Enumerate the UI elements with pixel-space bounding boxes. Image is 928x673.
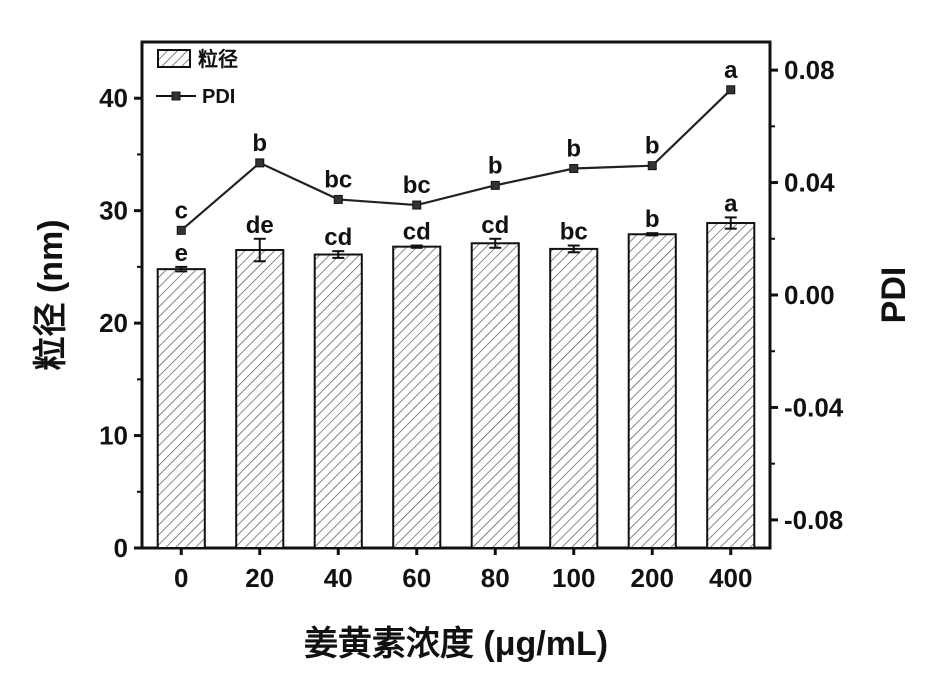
pdi-sig-label-200: b — [645, 133, 660, 160]
pdi-line-series — [176, 85, 736, 235]
pdi-line — [180, 88, 732, 232]
pdi-point-400 — [726, 85, 736, 95]
x-tick-label-100: 100 — [552, 563, 595, 593]
bar-sig-label-0: e — [175, 240, 188, 267]
bar-20 — [235, 249, 285, 549]
pdi-point-40 — [333, 194, 343, 204]
right-tick-label: 0.00 — [784, 280, 835, 310]
x-axis-title: 姜黄素浓度 (μg/mL) — [304, 625, 608, 663]
error-bar-20 — [253, 237, 266, 263]
bar-40 — [313, 253, 363, 550]
bar-sig-label-200: b — [645, 206, 660, 233]
legend-line-marker — [171, 91, 181, 101]
bar-80 — [470, 242, 520, 550]
bar-sig-label-80: cd — [481, 212, 509, 239]
right-y-axis: -0.08 -0.04 0.00 0.04 0.08 — [770, 55, 844, 535]
pdi-point-80 — [490, 180, 500, 190]
pdi-sig-label-100: b — [566, 136, 581, 163]
pdi-point-0 — [176, 225, 186, 235]
bar-0 — [156, 268, 206, 549]
bar-series — [156, 222, 756, 550]
y-axis-title: 粒径 (nm) — [32, 219, 70, 370]
x-tick-label-200: 200 — [631, 563, 674, 593]
bar-400 — [706, 222, 756, 549]
left-tick-label: 0 — [114, 533, 128, 563]
left-tick-label: 10 — [99, 421, 128, 451]
pdi-sig-label-60: bc — [403, 172, 431, 199]
legend-line-label: PDI — [202, 86, 235, 108]
legend: 粒径 PDI — [156, 47, 238, 108]
error-bars — [175, 216, 737, 273]
error-bar-80 — [489, 237, 502, 249]
right-tick-label: -0.04 — [784, 392, 844, 422]
right-tick-label: -0.08 — [784, 505, 843, 535]
left-tick-label: 20 — [99, 308, 128, 338]
legend-bar-swatch — [157, 49, 191, 68]
bar-sig-label-20: de — [246, 212, 274, 239]
bar-sig-label-400: a — [724, 190, 738, 217]
bar-60 — [392, 245, 442, 549]
pdi-point-100 — [569, 164, 579, 173]
pdi-sig-label-80: b — [488, 152, 503, 179]
error-bar-0 — [175, 265, 188, 273]
x-axis: 0 20 40 60 80 100 200 400 — [174, 548, 752, 593]
error-bar-40 — [332, 250, 345, 259]
error-bar-400 — [724, 216, 737, 230]
error-bar-100 — [567, 244, 580, 254]
x-tick-label-400: 400 — [709, 563, 752, 593]
right-tick-label: 0.04 — [784, 168, 835, 198]
x-tick-label-60: 60 — [402, 563, 431, 593]
legend-bar-label: 粒径 — [198, 47, 238, 71]
pdi-sig-label-0: c — [175, 197, 188, 224]
left-tick-label: 40 — [99, 83, 128, 113]
bar-200 — [627, 233, 677, 549]
x-tick-label-0: 0 — [174, 563, 188, 593]
x-tick-label-80: 80 — [481, 563, 510, 593]
significance-labels: e de cd cd cd bc b a c b bc bc b b b a — [175, 57, 739, 267]
bar-100 — [549, 247, 599, 550]
left-tick-label: 30 — [99, 196, 128, 226]
pdi-sig-label-400: a — [724, 57, 738, 84]
left-y-axis: 0 10 20 30 40 — [99, 83, 142, 563]
x-tick-label-20: 20 — [245, 563, 274, 593]
error-bar-60 — [410, 244, 423, 249]
pdi-sig-label-40: bc — [324, 166, 352, 193]
bar-sig-label-60: cd — [403, 219, 431, 246]
x-tick-label-40: 40 — [324, 563, 353, 593]
bar-sig-label-100: bc — [560, 219, 588, 246]
pdi-point-200 — [647, 161, 657, 171]
pdi-point-60 — [412, 200, 422, 210]
bar-sig-label-40: cd — [324, 224, 352, 251]
pdi-sig-label-20: b — [252, 130, 267, 157]
right-tick-label: 0.08 — [784, 55, 835, 85]
error-bar-200 — [646, 232, 659, 237]
y2-axis-title: PDI — [875, 267, 913, 324]
pdi-point-20 — [255, 158, 265, 168]
